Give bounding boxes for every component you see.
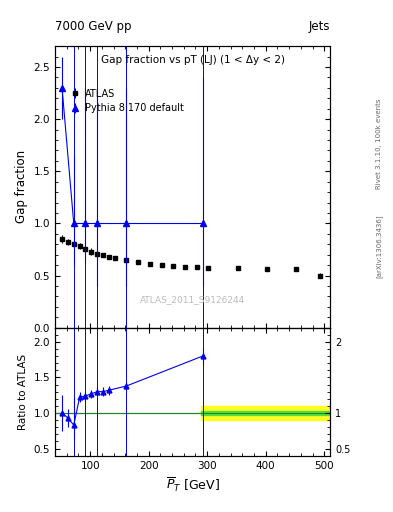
Legend: ATLAS, Pythia 8.170 default: ATLAS, Pythia 8.170 default <box>65 84 187 117</box>
Text: Jets: Jets <box>309 20 330 33</box>
Y-axis label: Gap fraction: Gap fraction <box>15 151 28 223</box>
Y-axis label: Ratio to ATLAS: Ratio to ATLAS <box>18 354 28 430</box>
Text: ATLAS_2011_S9126244: ATLAS_2011_S9126244 <box>140 295 245 304</box>
Text: Rivet 3.1.10, 100k events: Rivet 3.1.10, 100k events <box>376 98 382 188</box>
Text: 7000 GeV pp: 7000 GeV pp <box>55 20 132 33</box>
X-axis label: $\overline{P}_T$ [GeV]: $\overline{P}_T$ [GeV] <box>165 476 220 494</box>
Text: Gap fraction vs pT (LJ) (1 < Δy < 2): Gap fraction vs pT (LJ) (1 < Δy < 2) <box>101 55 285 65</box>
Text: [arXiv:1306.3436]: [arXiv:1306.3436] <box>376 214 383 278</box>
